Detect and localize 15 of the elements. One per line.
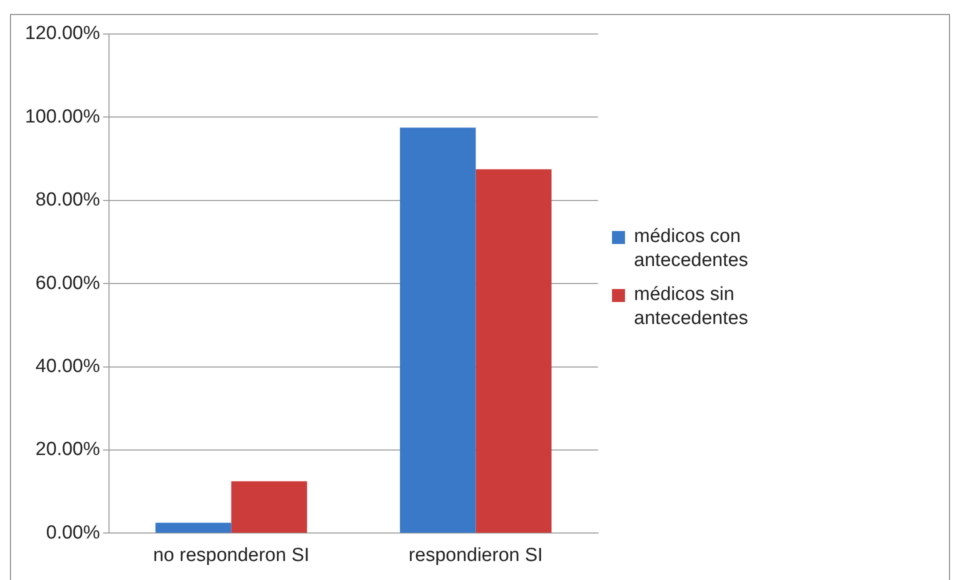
y-tick-label: 0.00% (46, 522, 100, 544)
x-tick-label: no responderon SI (153, 544, 310, 566)
bar (231, 481, 308, 533)
legend-label: médicos con antecedentes (634, 226, 748, 271)
y-tick-label: 120.00% (24, 23, 100, 44)
y-tick-label: 100.00% (24, 106, 100, 128)
y-tick-label: 80.00% (36, 190, 100, 211)
bar (476, 169, 552, 533)
bar (155, 522, 232, 533)
bar (400, 128, 476, 533)
legend-label: médicos sin antecedentes (634, 284, 748, 329)
y-tick-label: 20.00% (36, 439, 100, 460)
x-tick-label: respondieron SI (408, 544, 543, 566)
y-tick-label: 40.00% (36, 356, 100, 378)
y-tick-label: 60.00% (36, 272, 100, 294)
